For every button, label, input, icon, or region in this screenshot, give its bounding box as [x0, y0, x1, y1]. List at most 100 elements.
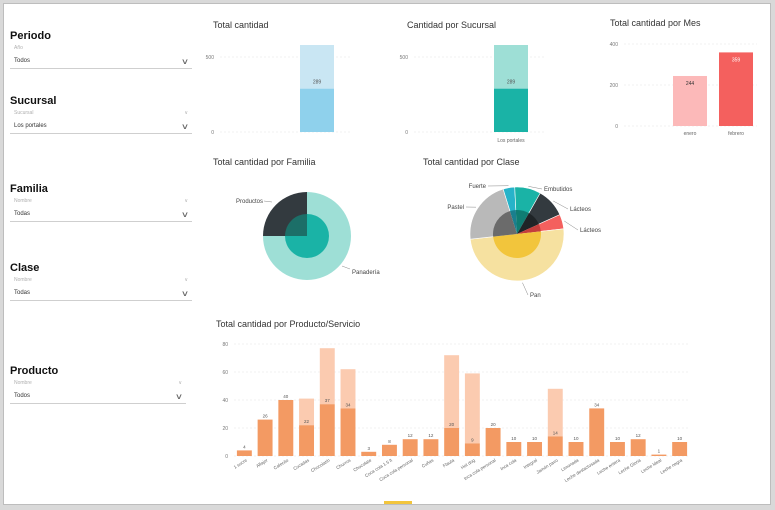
- bar: [340, 408, 356, 456]
- slicer-title: Sucursal: [10, 95, 57, 107]
- data-label: 22: [304, 419, 310, 424]
- bar: [589, 408, 605, 456]
- slicer-sucursal: Sucursal Sucursal ∨ Los portales ∨: [10, 95, 192, 134]
- x-tick-label: Jamón pavo: [535, 457, 559, 474]
- data-label: 8: [388, 439, 391, 444]
- data-label: 3: [367, 446, 370, 451]
- data-label: 359: [732, 57, 741, 63]
- slicer-familia: Familia Nombre ∨ Todas ∨: [10, 183, 192, 222]
- bar: [278, 400, 294, 456]
- chevron-down-icon: ∨: [184, 110, 188, 116]
- data-label: 244: [686, 81, 695, 87]
- slice-label: Productos: [236, 199, 263, 205]
- bar: [257, 419, 273, 456]
- bar: [609, 442, 625, 456]
- bar: [719, 52, 753, 126]
- slicer-field-label: Año: [14, 45, 23, 51]
- x-tick-label: Cuñas: [421, 457, 435, 469]
- data-label: 4: [243, 444, 246, 449]
- slice-label: Embutidos: [544, 187, 572, 193]
- slicer-producto: Producto Nombre ∨ Todos ∨: [10, 365, 186, 404]
- chart-total-cantidad: 500 0 289: [206, 45, 350, 136]
- x-tick-label: Leche deslactosada: [564, 457, 601, 483]
- bar: [568, 442, 584, 456]
- slicer-title: Familia: [10, 183, 48, 195]
- y-tick-label: 80: [222, 342, 228, 348]
- y-tick-label: 40: [222, 398, 228, 404]
- slicer-periodo: Periodo Año Todos ∨: [10, 30, 192, 69]
- chevron-down-icon: ∨: [180, 56, 190, 66]
- dropdown-value: Todos: [14, 393, 31, 399]
- pie-slice-inner: [509, 210, 517, 234]
- data-label: 40: [283, 394, 289, 399]
- chart-title-mes: Total cantidad por Mes: [610, 18, 701, 28]
- data-label: 20: [449, 422, 455, 427]
- data-label: 10: [677, 436, 683, 441]
- y-tick-label: 500: [400, 55, 409, 61]
- clase-dropdown[interactable]: Todas ∨: [10, 286, 192, 301]
- bar: [547, 436, 563, 456]
- leader-line: [553, 200, 569, 210]
- page-indicator: [384, 501, 412, 504]
- bar-segment-upper: [340, 369, 356, 409]
- producto-dropdown[interactable]: Todos ∨: [10, 389, 186, 404]
- dashboard-canvas: Periodo Año Todos ∨ Sucursal Sucursal ∨ L…: [3, 3, 771, 505]
- x-tick-label: Leche negra: [659, 457, 683, 475]
- x-tick-label: Leche Gloria: [617, 457, 642, 475]
- pie-slice-inner: [285, 214, 329, 258]
- bar: [299, 425, 315, 456]
- pie-slice-inner: [517, 213, 539, 234]
- slice-label: Lácteos: [580, 228, 601, 234]
- data-label: 10: [615, 436, 621, 441]
- y-tick-label: 0: [211, 130, 214, 136]
- pie-slice-inner: [515, 210, 529, 234]
- pie-slice-inner: [493, 231, 541, 258]
- sucursal-dropdown[interactable]: Los portales ∨: [10, 119, 192, 134]
- slicer-title: Clase: [10, 262, 40, 274]
- x-tick-label: Hot dog: [460, 457, 476, 470]
- y-tick-label: 400: [610, 42, 619, 48]
- pie-slice-inner: [517, 224, 541, 234]
- dropdown-value: Los portales: [14, 123, 47, 129]
- data-label: 20: [491, 422, 497, 427]
- slice-label: Pastel: [447, 205, 464, 211]
- bar-segment: [300, 88, 334, 132]
- bar: [319, 404, 335, 456]
- x-tick-label: Cafecito: [273, 457, 290, 470]
- data-label: 12: [428, 433, 434, 438]
- data-label: 12: [636, 433, 642, 438]
- bar: [444, 428, 460, 456]
- bar: [506, 442, 522, 456]
- bar-segment-upper: [300, 45, 334, 89]
- x-tick-label: Integral: [523, 458, 538, 470]
- chart-cantidad-clase: Fuerte Embutidos Lácteos Lácteos Pan Pastel: [447, 184, 601, 299]
- x-tick-label: Alfajor: [255, 457, 269, 468]
- chevron-down-icon: ∨: [180, 288, 190, 298]
- y-tick-label: 60: [222, 370, 228, 376]
- chart-title-producto: Total cantidad por Producto/Servicio: [216, 319, 361, 329]
- leader-line: [341, 265, 351, 270]
- data-label: 37: [325, 398, 331, 403]
- x-tick-label: Inca cola: [499, 457, 517, 471]
- bar: [485, 428, 501, 456]
- slice-label: Lácteos: [570, 207, 591, 213]
- x-tick-label: Churros: [335, 457, 352, 470]
- slice-label: Panadería: [352, 270, 380, 276]
- chevron-down-icon: ∨: [180, 121, 190, 131]
- slicer-field-label: Nombre ∨: [14, 198, 188, 204]
- leader-line: [564, 220, 579, 231]
- x-tick-label: febrero: [728, 131, 744, 137]
- bar: [381, 444, 397, 456]
- periodo-dropdown[interactable]: Todos ∨: [10, 54, 192, 69]
- slicer-title: Periodo: [10, 30, 51, 42]
- bar-segment-upper: [444, 355, 460, 428]
- chart-title-familia: Total cantidad por Familia: [213, 157, 316, 167]
- familia-dropdown[interactable]: Todas ∨: [10, 207, 192, 222]
- chart-title-sucursal: Cantidad por Sucursal: [407, 20, 497, 30]
- bar: [361, 451, 377, 456]
- bar-segment: [494, 88, 528, 132]
- chart-title-total: Total cantidad: [213, 20, 269, 30]
- data-label: 14: [553, 430, 559, 435]
- slicer-field-label: Nombre ∨: [14, 277, 188, 283]
- bar: [672, 442, 688, 456]
